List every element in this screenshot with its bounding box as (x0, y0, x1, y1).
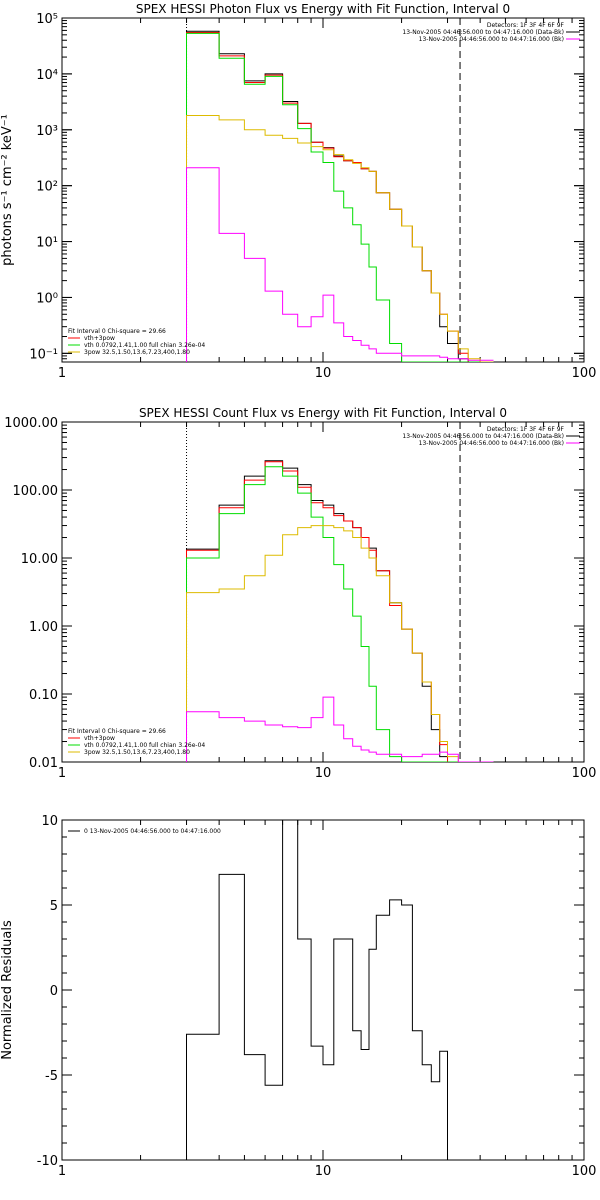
series-line (186, 167, 494, 362)
chart-panel-1: SPEX HESSI Photon Flux vs Energy with Fi… (0, 2, 596, 381)
legend-text: 13-Nov-2005 04:46:56.000 to 04:47:16.000… (419, 36, 564, 43)
plot-frame (61, 819, 585, 1161)
y-axis-label: Normalized Residuals (0, 920, 15, 1060)
y-tick-label: 10² (36, 180, 58, 195)
y-tick-label: 0 (50, 984, 58, 999)
x-tick-label: 10 (315, 366, 332, 381)
series-line (186, 32, 494, 362)
legend-text: 3pow 32.5,1.50,13.6,7.23,400,1.80 (84, 749, 190, 756)
y-tick-label: 10³ (36, 124, 58, 139)
legend-text: vth+3pow (84, 735, 115, 742)
legend-text: Fit Interval 0 Chi-square = 29.66 (68, 728, 166, 735)
x-tick-label: 1 (58, 1164, 66, 1179)
y-tick-label: -5 (45, 1069, 58, 1084)
legend-text: Detectors: 1F 3F 4F 6F 9F (487, 22, 565, 29)
y-tick-label: 10.00 (21, 552, 58, 567)
y-tick-label: 0.01 (29, 756, 58, 771)
chart-panel-2: SPEX HESSI Count Flux vs Energy with Fit… (4, 406, 596, 781)
chart-panel-3: Normalized Residuals 1 10 100 -10 -5 0 5 10 0 13-… (0, 814, 596, 1179)
legend-text: vth+3pow (84, 335, 115, 342)
y-tick-label: 10¹ (36, 236, 58, 251)
x-tick-label: 100 (572, 766, 597, 781)
y-tick-label: 100.00 (13, 484, 59, 499)
y-tick-label: 10⁵ (36, 12, 58, 27)
legend-text: 3pow 32.5,1.50,13.6,7.23,400,1.80 (84, 349, 190, 356)
y-tick-label: 10⁴ (36, 68, 58, 83)
series-line (186, 461, 494, 762)
x-tick-label: 10 (315, 1164, 332, 1179)
x-tick-label: 10 (315, 766, 332, 781)
y-tick-label: 10⁰ (36, 291, 58, 306)
x-tick-label: 1 (58, 366, 66, 381)
series-line (186, 460, 494, 762)
chart-title: SPEX HESSI Count Flux vs Energy with Fit… (139, 406, 507, 420)
y-tick-label: 1.00 (29, 620, 58, 635)
y-tick-label: -10 (37, 1154, 58, 1169)
legend-text: vth 0.0792,1.41,1.00 full chian 3.26e-04 (84, 342, 205, 349)
x-tick-label: 1 (58, 766, 66, 781)
chart-title: SPEX HESSI Photon Flux vs Energy with Fi… (136, 2, 510, 16)
series-line (186, 115, 494, 362)
legend-text: vth 0.0792,1.41,1.00 full chian 3.26e-04 (84, 742, 205, 749)
x-tick-label: 100 (572, 1164, 597, 1179)
legend-text: 0 13-Nov-2005 04:46:56.000 to 04:47:16.0… (84, 828, 221, 835)
legend-text: 13-Nov-2005 04:46:56.000 to 04:47:16.000… (402, 433, 564, 440)
y-tick-label: 10 (41, 814, 58, 829)
series-line (186, 525, 494, 762)
series-line (186, 820, 459, 1160)
legend-text: 13-Nov-2005 04:46:56.000 to 04:47:16.000… (402, 29, 564, 36)
legend-text: Detectors: 1F 3F 4F 6F 9F (487, 426, 565, 433)
legend-text: Fit Interval 0 Chi-square = 29.66 (68, 328, 166, 335)
y-tick-label: 1000.00 (4, 416, 58, 431)
x-tick-label: 100 (572, 366, 597, 381)
legend-text: 13-Nov-2005 04:46:56.000 to 04:47:16.000… (419, 440, 564, 447)
series-line (186, 466, 494, 762)
y-axis-label: photons s⁻¹ cm⁻² keV⁻¹ (0, 114, 15, 266)
y-tick-label: 10⁻¹ (29, 347, 58, 362)
series-line (186, 696, 494, 762)
y-tick-label: 5 (50, 899, 58, 914)
y-tick-label: 0.10 (29, 688, 58, 703)
